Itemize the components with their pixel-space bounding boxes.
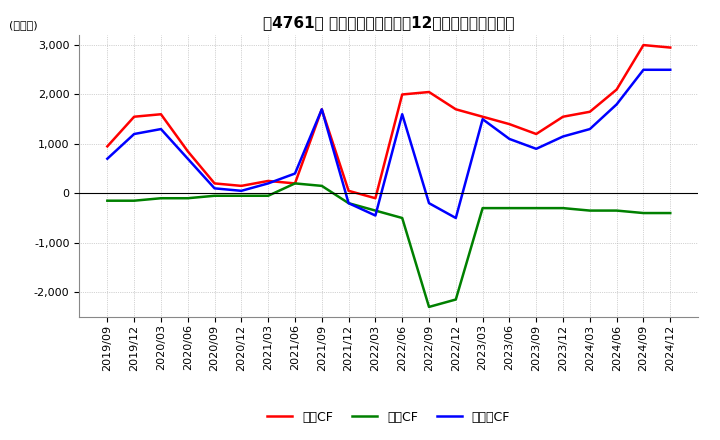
- 営業CF: [130, 114, 138, 119]
- フリーCF: [398, 112, 407, 117]
- フリーCF: [318, 106, 326, 112]
- Line: 営業CF: 営業CF: [107, 45, 670, 198]
- フリーCF: [157, 126, 166, 132]
- Y-axis label: (百万円): (百万円): [9, 19, 37, 29]
- 営業CF: [532, 132, 541, 137]
- Line: 投資CF: 投資CF: [107, 183, 670, 307]
- フリーCF: [103, 156, 112, 161]
- フリーCF: [478, 117, 487, 122]
- フリーCF: [505, 136, 514, 142]
- 投資CF: [371, 208, 379, 213]
- 営業CF: [291, 181, 300, 186]
- フリーCF: [371, 213, 379, 218]
- 営業CF: [425, 89, 433, 95]
- フリーCF: [532, 146, 541, 151]
- フリーCF: [559, 134, 567, 139]
- 投資CF: [505, 205, 514, 211]
- 営業CF: [398, 92, 407, 97]
- 営業CF: [264, 178, 272, 183]
- 営業CF: [344, 188, 353, 194]
- 投資CF: [478, 205, 487, 211]
- Title: 、4761】 キャッシュフローの12か月移動合計の推移: 、4761】 キャッシュフローの12か月移動合計の推移: [263, 15, 515, 30]
- 投資CF: [532, 205, 541, 211]
- 営業CF: [585, 109, 594, 114]
- 営業CF: [318, 106, 326, 112]
- 投資CF: [425, 304, 433, 310]
- 投資CF: [612, 208, 621, 213]
- フリーCF: [639, 67, 648, 73]
- 営業CF: [559, 114, 567, 119]
- フリーCF: [291, 171, 300, 176]
- 営業CF: [451, 106, 460, 112]
- フリーCF: [130, 132, 138, 137]
- 営業CF: [157, 112, 166, 117]
- フリーCF: [666, 67, 675, 73]
- フリーCF: [237, 188, 246, 194]
- フリーCF: [184, 156, 192, 161]
- 投資CF: [184, 196, 192, 201]
- 営業CF: [478, 114, 487, 119]
- 営業CF: [103, 144, 112, 149]
- 投資CF: [291, 181, 300, 186]
- フリーCF: [585, 126, 594, 132]
- 投資CF: [210, 193, 219, 198]
- 投資CF: [451, 297, 460, 302]
- 投資CF: [264, 193, 272, 198]
- 営業CF: [612, 87, 621, 92]
- Legend: 営業CF, 投資CF, フリーCF: 営業CF, 投資CF, フリーCF: [263, 406, 515, 429]
- 投資CF: [559, 205, 567, 211]
- 投資CF: [398, 215, 407, 220]
- 営業CF: [210, 181, 219, 186]
- 営業CF: [184, 149, 192, 154]
- 投資CF: [157, 196, 166, 201]
- フリーCF: [264, 181, 272, 186]
- 営業CF: [505, 121, 514, 127]
- 投資CF: [237, 193, 246, 198]
- フリーCF: [451, 215, 460, 220]
- 投資CF: [318, 183, 326, 188]
- 営業CF: [371, 196, 379, 201]
- 営業CF: [639, 42, 648, 48]
- Line: フリーCF: フリーCF: [107, 70, 670, 218]
- 投資CF: [130, 198, 138, 203]
- 営業CF: [666, 45, 675, 50]
- 投資CF: [666, 210, 675, 216]
- フリーCF: [344, 201, 353, 206]
- 投資CF: [585, 208, 594, 213]
- フリーCF: [425, 201, 433, 206]
- 投資CF: [344, 201, 353, 206]
- フリーCF: [210, 186, 219, 191]
- フリーCF: [612, 102, 621, 107]
- 投資CF: [639, 210, 648, 216]
- 投資CF: [103, 198, 112, 203]
- 営業CF: [237, 183, 246, 188]
